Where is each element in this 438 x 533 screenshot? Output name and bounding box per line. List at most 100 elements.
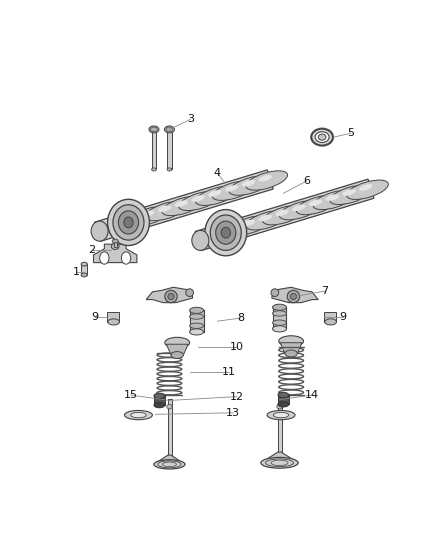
Ellipse shape xyxy=(225,185,238,192)
Ellipse shape xyxy=(277,405,282,409)
Ellipse shape xyxy=(167,168,172,171)
Circle shape xyxy=(186,289,194,296)
Ellipse shape xyxy=(325,195,339,201)
Polygon shape xyxy=(154,455,185,464)
Ellipse shape xyxy=(191,195,205,202)
Ellipse shape xyxy=(272,304,286,310)
Ellipse shape xyxy=(242,220,255,227)
Circle shape xyxy=(287,290,300,303)
Ellipse shape xyxy=(267,410,295,419)
Ellipse shape xyxy=(81,262,87,266)
Ellipse shape xyxy=(124,410,152,419)
Ellipse shape xyxy=(195,186,237,205)
Bar xyxy=(113,241,117,247)
Ellipse shape xyxy=(171,352,184,359)
Ellipse shape xyxy=(261,457,298,468)
Ellipse shape xyxy=(91,221,108,241)
Ellipse shape xyxy=(111,244,119,249)
Ellipse shape xyxy=(275,209,289,216)
Text: 3: 3 xyxy=(187,115,194,124)
Ellipse shape xyxy=(108,199,149,246)
Ellipse shape xyxy=(154,402,165,408)
Text: 2: 2 xyxy=(88,245,95,255)
Bar xyxy=(325,312,336,322)
Text: 7: 7 xyxy=(321,286,328,296)
Ellipse shape xyxy=(229,216,271,235)
Ellipse shape xyxy=(221,227,230,238)
Bar xyxy=(278,395,289,405)
Ellipse shape xyxy=(112,239,118,243)
Ellipse shape xyxy=(212,181,254,200)
Ellipse shape xyxy=(158,205,171,212)
Bar xyxy=(190,310,204,332)
Ellipse shape xyxy=(166,127,173,132)
Ellipse shape xyxy=(208,190,222,197)
Text: 10: 10 xyxy=(230,342,244,352)
Ellipse shape xyxy=(292,205,306,211)
Ellipse shape xyxy=(296,195,338,215)
Bar xyxy=(167,130,172,169)
Ellipse shape xyxy=(311,128,333,146)
Ellipse shape xyxy=(165,337,190,348)
Text: 1: 1 xyxy=(73,267,80,277)
Ellipse shape xyxy=(162,196,204,216)
Ellipse shape xyxy=(263,206,304,225)
Ellipse shape xyxy=(318,134,326,140)
Text: 8: 8 xyxy=(237,313,244,323)
Polygon shape xyxy=(93,244,137,263)
Bar xyxy=(152,130,156,169)
Ellipse shape xyxy=(343,189,356,196)
Ellipse shape xyxy=(190,323,204,328)
Ellipse shape xyxy=(190,329,204,335)
Ellipse shape xyxy=(273,413,289,418)
Ellipse shape xyxy=(313,190,355,209)
Ellipse shape xyxy=(141,211,154,217)
Ellipse shape xyxy=(145,201,187,221)
Circle shape xyxy=(290,294,297,300)
Ellipse shape xyxy=(108,319,120,325)
Ellipse shape xyxy=(174,200,188,207)
Ellipse shape xyxy=(279,336,304,346)
Ellipse shape xyxy=(285,350,297,357)
Ellipse shape xyxy=(154,393,165,399)
Polygon shape xyxy=(146,287,193,303)
Bar xyxy=(107,312,119,322)
Bar xyxy=(154,396,165,405)
Polygon shape xyxy=(95,170,273,241)
Bar xyxy=(272,308,286,329)
Text: 13: 13 xyxy=(226,408,240,418)
Ellipse shape xyxy=(330,185,371,205)
Ellipse shape xyxy=(278,401,289,407)
Text: 9: 9 xyxy=(339,311,346,321)
Ellipse shape xyxy=(179,191,220,211)
Ellipse shape xyxy=(190,314,204,319)
Ellipse shape xyxy=(118,211,138,234)
Ellipse shape xyxy=(246,171,288,190)
Ellipse shape xyxy=(121,252,131,264)
Bar xyxy=(81,264,87,275)
Ellipse shape xyxy=(113,205,144,240)
Ellipse shape xyxy=(315,132,329,142)
Ellipse shape xyxy=(152,168,156,171)
Ellipse shape xyxy=(81,273,87,277)
Ellipse shape xyxy=(128,206,170,226)
Ellipse shape xyxy=(154,460,185,469)
Bar xyxy=(278,399,282,463)
Text: 9: 9 xyxy=(92,311,99,321)
Ellipse shape xyxy=(190,308,204,313)
Bar xyxy=(168,399,172,464)
Circle shape xyxy=(168,294,174,300)
Polygon shape xyxy=(272,287,318,303)
Ellipse shape xyxy=(279,200,321,220)
Polygon shape xyxy=(195,179,374,251)
Ellipse shape xyxy=(124,217,133,228)
Ellipse shape xyxy=(246,211,288,230)
Ellipse shape xyxy=(215,221,236,244)
Polygon shape xyxy=(280,343,302,353)
Text: 15: 15 xyxy=(124,390,138,400)
Ellipse shape xyxy=(164,126,174,133)
Ellipse shape xyxy=(258,215,272,221)
Circle shape xyxy=(165,290,177,303)
Text: 11: 11 xyxy=(222,367,236,377)
Ellipse shape xyxy=(272,326,286,332)
